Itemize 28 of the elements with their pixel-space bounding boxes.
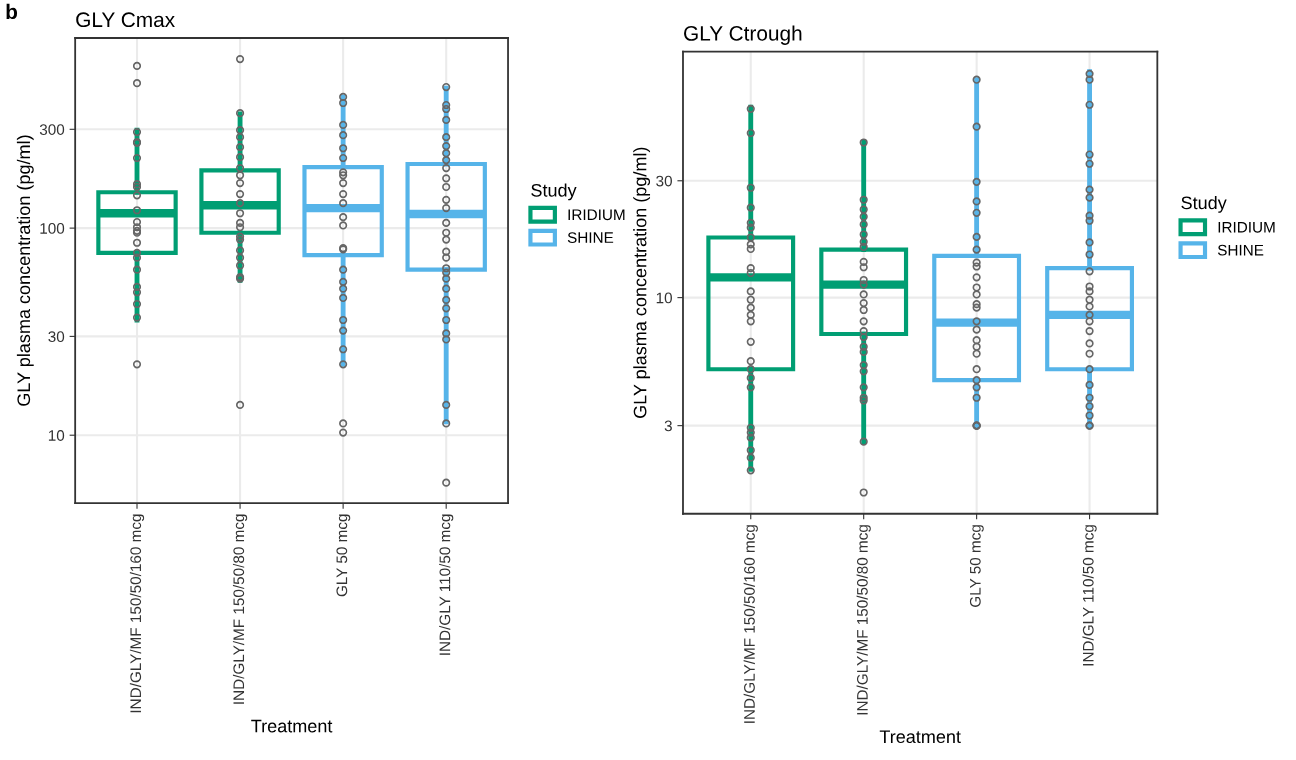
- x-tick-label: GLY 50 mcg: [969, 525, 984, 607]
- x-tick-label: IND/GLY/MF 150/50/160 mcg: [743, 525, 758, 723]
- chart-title: GLY Cmax: [76, 12, 175, 28]
- chart-title: GLY Ctrough: [684, 25, 802, 45]
- legend-label: SHINE: [567, 232, 614, 244]
- x-tick-label: IND/GLY/MF 150/50/80 mcg: [232, 514, 248, 704]
- y-tick-label: 30: [48, 331, 65, 343]
- x-tick-label: IND/GLY 110/50 mcg: [439, 514, 454, 655]
- x-tick-label: IND/GLY 110/50 mcg: [1082, 525, 1097, 666]
- x-tick-label: GLY 50 mcg: [336, 514, 351, 597]
- y-tick-label: 30: [656, 175, 672, 187]
- y-tick-label: 3: [664, 420, 672, 432]
- legend-title: Study: [1181, 195, 1227, 213]
- y-tick-label: 10: [48, 430, 65, 441]
- legend-title: Study: [531, 183, 577, 201]
- text: b: [6, 3, 18, 20]
- legend-label: SHINE: [1217, 244, 1264, 256]
- y-axis-title: GLY plasma concentration (pg/ml): [633, 147, 651, 418]
- legend-label: IRIDIUM: [568, 209, 625, 221]
- x-axis-title: Treatment: [879, 730, 961, 744]
- x-tick-label: IND/GLY/MF 150/50/160 mcg: [129, 514, 145, 713]
- x-axis-title: Treatment: [251, 719, 333, 733]
- legend-label: IRIDIUM: [1218, 222, 1275, 233]
- x-tick-label: IND/GLY/MF 150/50/80 mcg: [856, 525, 871, 715]
- y-axis-title: GLY plasma concentration (pg/ml): [16, 135, 34, 406]
- y-tick-label: 10: [656, 292, 672, 304]
- y-tick-label: 100: [40, 222, 65, 234]
- y-tick-label: 300: [39, 124, 65, 135]
